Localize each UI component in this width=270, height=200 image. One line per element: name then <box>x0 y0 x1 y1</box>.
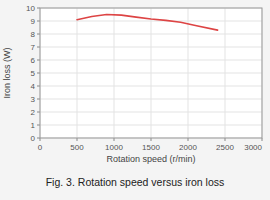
y-tick-label: 2 <box>31 108 36 117</box>
x-tick-label: 500 <box>70 143 84 152</box>
x-grid-line <box>77 8 78 138</box>
data <box>77 15 218 31</box>
x-tick-label: 1000 <box>105 143 123 152</box>
y-tick-label: 1 <box>31 121 36 130</box>
y-tick-label: 9 <box>31 17 36 26</box>
x-tick-label: 2000 <box>179 143 197 152</box>
plot-background <box>40 8 262 138</box>
y-tick-label: 5 <box>31 69 36 78</box>
y-tick-label: 6 <box>31 56 36 65</box>
x-tick-label: 0 <box>38 143 43 152</box>
x-tick-label: 1500 <box>142 143 160 152</box>
y-tick-label: 4 <box>31 82 36 91</box>
y-tick-label: 3 <box>31 95 36 104</box>
x-tick-label: 3000 <box>244 143 262 152</box>
x-axis-label: Rotation speed (r/min) <box>106 154 195 164</box>
y-tick-label: 7 <box>31 43 36 52</box>
axes: 0 1 2 3 4 5 6 7 8 9 10 0 500 1000 1500 2000 2500 3000 <box>26 4 262 152</box>
x-grid-line <box>151 8 152 138</box>
y-tick-label: 8 <box>31 30 36 39</box>
y-tick-label: 10 <box>26 4 35 13</box>
plot-frame <box>40 8 262 138</box>
x-grid-line <box>114 8 115 138</box>
y-axis-label: Iron loss (W) <box>2 47 12 98</box>
caption: Fig. 3. Rotation speed versus iron loss <box>46 176 225 188</box>
x-grid-line <box>225 8 226 138</box>
grid <box>40 8 262 138</box>
data-line <box>77 15 218 31</box>
x-grid-line <box>188 8 189 138</box>
x-tick-label: 2500 <box>216 143 234 152</box>
chart: 0 1 2 3 4 5 6 7 8 9 10 0 500 1000 1500 2000 2500 3000 Rota… <box>0 0 270 200</box>
y-tick-label: 0 <box>31 134 36 143</box>
